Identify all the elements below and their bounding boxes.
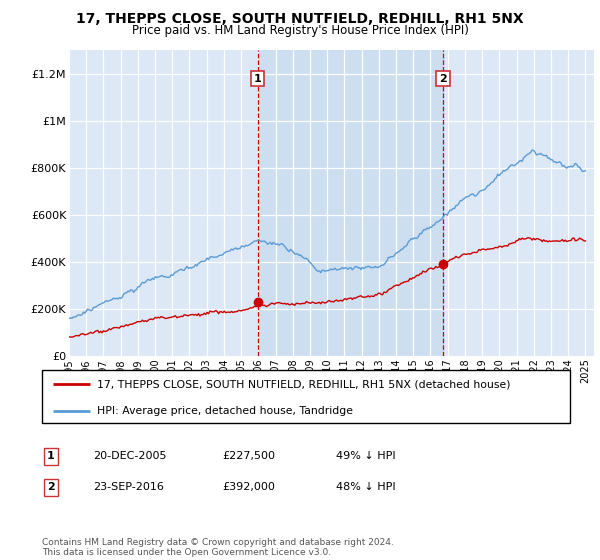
Text: 1: 1 [254, 73, 262, 83]
Text: 2: 2 [439, 73, 447, 83]
Text: 17, THEPPS CLOSE, SOUTH NUTFIELD, REDHILL, RH1 5NX: 17, THEPPS CLOSE, SOUTH NUTFIELD, REDHIL… [76, 12, 524, 26]
Text: 20-DEC-2005: 20-DEC-2005 [93, 451, 167, 461]
Text: 49% ↓ HPI: 49% ↓ HPI [336, 451, 395, 461]
Text: 2: 2 [47, 482, 55, 492]
Bar [258, 50, 443, 356]
Text: Contains HM Land Registry data © Crown copyright and database right 2024.
This d: Contains HM Land Registry data © Crown c… [42, 538, 394, 557]
Text: HPI: Average price, detached house, Tandridge: HPI: Average price, detached house, Tand… [97, 406, 353, 416]
Text: Price paid vs. HM Land Registry's House Price Index (HPI): Price paid vs. HM Land Registry's House … [131, 24, 469, 36]
Text: 1: 1 [47, 451, 55, 461]
Text: 17, THEPPS CLOSE, SOUTH NUTFIELD, REDHILL, RH1 5NX (detached house): 17, THEPPS CLOSE, SOUTH NUTFIELD, REDHIL… [97, 380, 511, 390]
Text: £392,000: £392,000 [222, 482, 275, 492]
Text: £227,500: £227,500 [222, 451, 275, 461]
Text: 48% ↓ HPI: 48% ↓ HPI [336, 482, 395, 492]
Text: 23-SEP-2016: 23-SEP-2016 [93, 482, 164, 492]
